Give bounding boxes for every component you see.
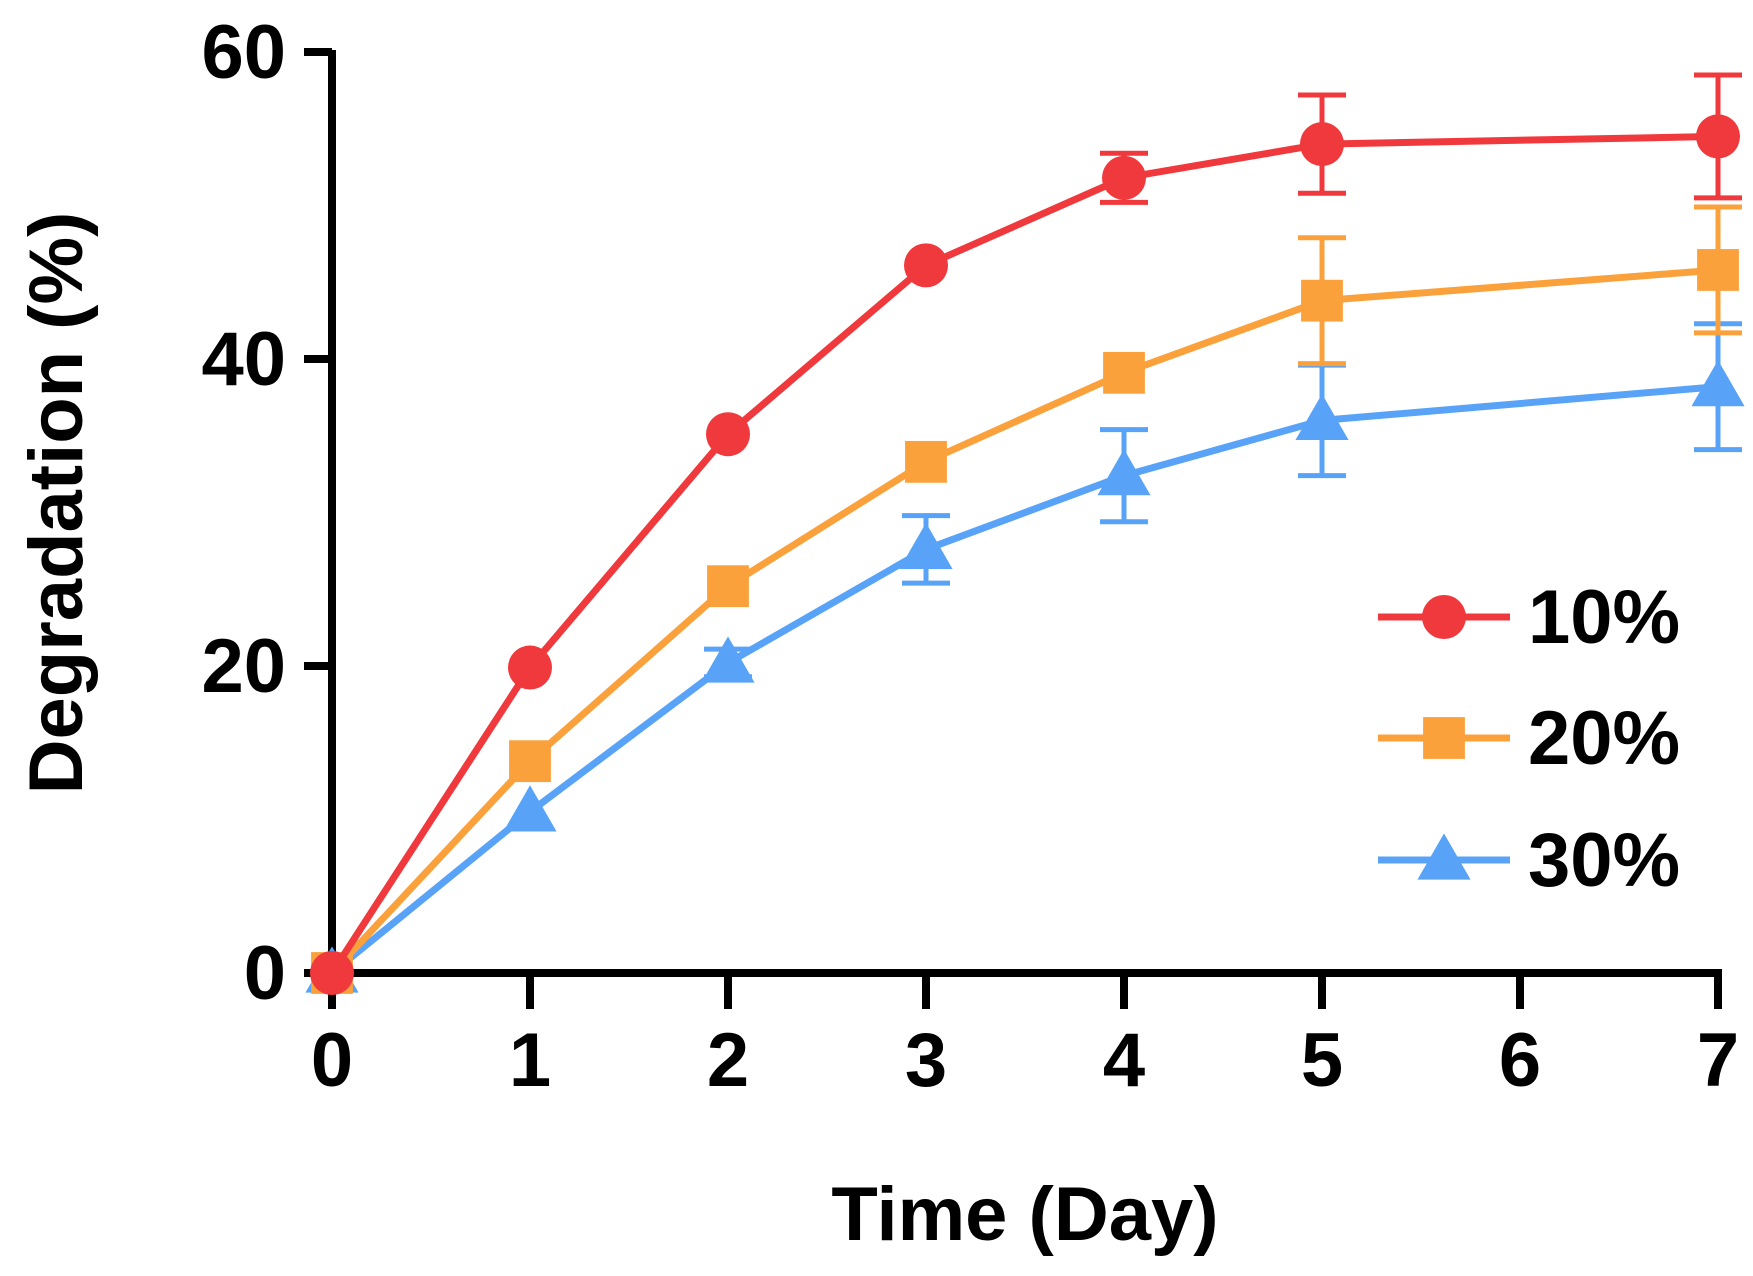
legend-label-30pct: 30% <box>1528 818 1680 903</box>
series-layer <box>305 72 1745 995</box>
legend-label-10pct: 10% <box>1528 575 1680 660</box>
legend-item-20pct: 20% <box>1378 696 1680 781</box>
legend-item-30pct: 30% <box>1378 818 1680 903</box>
x-tick-label: 6 <box>1499 1018 1541 1103</box>
y-tick-label: 40 <box>201 317 286 402</box>
data-point-30pct <box>1097 449 1151 496</box>
data-point-20pct <box>509 740 551 783</box>
data-point-30pct <box>503 785 557 832</box>
data-point-30pct <box>899 522 953 569</box>
data-point-30pct <box>701 636 755 683</box>
series-line-10pct <box>329 132 1719 975</box>
y-tick-label: 60 <box>201 10 286 95</box>
legend-marker-10pct <box>1422 595 1466 639</box>
data-point-10pct <box>904 243 948 288</box>
x-tick-label: 5 <box>1301 1018 1343 1103</box>
x-tick-label: 4 <box>1103 1018 1145 1103</box>
legend-label-20pct: 20% <box>1528 696 1680 781</box>
y-tick-label: 20 <box>201 624 286 709</box>
x-tick-label: 7 <box>1697 1018 1739 1103</box>
data-point-30pct <box>1691 360 1745 407</box>
data-point-20pct <box>707 565 749 608</box>
legend-item-10pct: 10% <box>1378 575 1680 660</box>
x-tick-label: 0 <box>311 1018 353 1103</box>
data-point-30pct <box>1295 393 1349 441</box>
legend-marker-30pct <box>1417 833 1471 880</box>
x-tick-label: 2 <box>707 1018 749 1103</box>
x-axis-label: Time (Day) <box>831 1172 1218 1257</box>
data-point-20pct <box>1103 351 1145 394</box>
data-point-10pct <box>1696 114 1740 159</box>
legend-marker-20pct <box>1423 717 1465 759</box>
data-point-10pct <box>1300 122 1344 167</box>
x-tick-label: 3 <box>905 1018 947 1103</box>
x-tick-label: 1 <box>509 1018 551 1103</box>
data-point-10pct <box>706 412 750 457</box>
data-point-10pct <box>310 951 354 995</box>
series-10pct <box>310 72 1742 995</box>
data-point-10pct <box>1102 155 1146 200</box>
series-line-20pct <box>329 266 1719 976</box>
data-point-20pct <box>905 440 947 483</box>
y-axis-label: Degradation (%) <box>14 212 99 795</box>
y-tick-label: 0 <box>244 931 286 1016</box>
axes: 0 20 40 60 0 1 2 3 4 5 6 7 <box>201 10 1739 1103</box>
data-point-20pct <box>1301 279 1343 322</box>
data-point-20pct <box>1697 249 1739 291</box>
legend: 10% 20% 30% <box>1378 575 1680 903</box>
data-point-10pct <box>508 645 552 690</box>
